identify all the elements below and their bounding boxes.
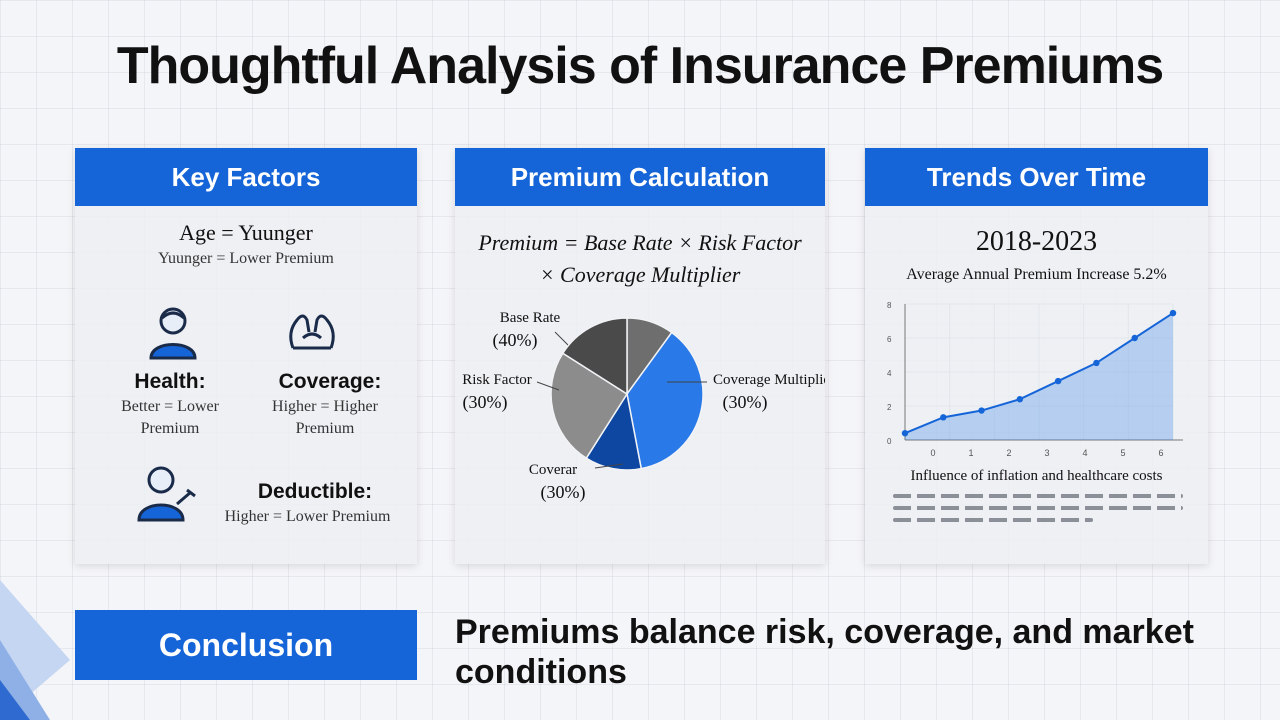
- pie-slice-label: Risk Factor: [462, 372, 532, 388]
- person-presenting-icon: [137, 466, 196, 522]
- conclusion-text: Premiums balance risk, coverage, and mar…: [455, 613, 1194, 691]
- area-fill: [905, 313, 1173, 440]
- data-point: [1169, 309, 1177, 317]
- x-tick-label: 3: [1044, 448, 1049, 458]
- y-tick-label: 4: [887, 369, 892, 378]
- key-factors-panel: Key Factors Age = Yuunger Yuunger = Lowe…: [75, 148, 417, 564]
- pie-slice-percent: (40%): [493, 330, 538, 351]
- pie-slice-label: Coverage Multiplier: [713, 372, 825, 388]
- trends-panel: Trends Over Time 2018-2023 Average Annua…: [865, 148, 1208, 564]
- pie-slice-percent: (30%): [723, 392, 768, 413]
- deductible-label: Deductible:: [257, 480, 373, 503]
- trends-header: Trends Over Time: [865, 148, 1208, 206]
- series-line: [904, 312, 1174, 435]
- health-detail-2: Premium: [140, 420, 200, 437]
- fine-print: [893, 494, 1183, 522]
- trends-subtitle: Average Annual Premium Increase 5.2%: [906, 266, 1167, 283]
- y-tick-label: 8: [887, 301, 892, 310]
- data-point: [1131, 334, 1138, 342]
- decorative-shapes: [0, 580, 70, 720]
- pie-slice: [550, 352, 629, 460]
- hands-icon: [289, 314, 335, 350]
- age-detail: Yuunger = Lower Premium: [158, 250, 334, 267]
- data-point: [901, 430, 909, 437]
- data-point: [1093, 359, 1100, 367]
- x-tick-label: 1: [968, 448, 973, 458]
- x-tick-label: 0: [930, 448, 935, 458]
- pie-slice-label: Base Rate: [500, 310, 561, 326]
- pie-slice-label: Coverar: [529, 462, 577, 478]
- formula-line-2: × Coverage Multiplier: [539, 262, 741, 287]
- y-tick-label: 2: [887, 403, 892, 412]
- pie-leader-line: [536, 381, 560, 391]
- deductible-detail: Higher = Lower Premium: [224, 508, 391, 525]
- premium-calculation-header: Premium Calculation: [455, 148, 825, 206]
- trends-period: 2018-2023: [975, 226, 1098, 257]
- key-factors-header: Key Factors: [75, 148, 417, 206]
- pie-slice-percent: (30%): [463, 392, 508, 413]
- pie-slice: [561, 317, 628, 396]
- trends-area-chart: 8 6 4 2 0 0 1 2 3 4 5 6: [887, 301, 1183, 458]
- formula-line-1: Premium = Base Rate × Risk Factor: [478, 230, 802, 255]
- x-tick-label: 6: [1158, 448, 1163, 458]
- data-point: [1054, 377, 1062, 385]
- pie-leader-line: [594, 463, 624, 469]
- coverage-label: Coverage:: [278, 370, 382, 393]
- y-tick-label: 0: [887, 437, 892, 446]
- x-tick-label: 4: [1082, 448, 1087, 458]
- coverage-detail-1: Higher = Higher: [272, 398, 378, 415]
- y-tick-label: 6: [887, 335, 892, 344]
- pie-slice-percent: (30%): [541, 482, 586, 503]
- page-title: Thoughtful Analysis of Insurance Premium…: [116, 37, 1164, 95]
- person-icon: [149, 307, 197, 360]
- premium-pie-chart: Base Rate (40%) Coverage Multiplier (30%) Co…: [462, 310, 825, 503]
- health-detail-1: Better = Lower: [121, 398, 219, 415]
- premium-calculation-panel: Premium Calculation Premium = Base Rate …: [455, 148, 825, 564]
- x-tick-label: 2: [1006, 448, 1011, 458]
- health-label: Health:: [134, 370, 206, 393]
- x-tick-label: 5: [1120, 448, 1125, 458]
- trends-caption: Influence of inflation and healthcare co…: [910, 468, 1163, 484]
- data-point: [940, 414, 947, 421]
- data-point: [978, 407, 985, 414]
- age-label: Age = Yuunger: [179, 220, 313, 245]
- pie-slice: [626, 331, 704, 470]
- coverage-detail-2: Premium: [295, 420, 355, 437]
- data-point: [1016, 396, 1024, 403]
- conclusion-label: Conclusion: [75, 610, 417, 680]
